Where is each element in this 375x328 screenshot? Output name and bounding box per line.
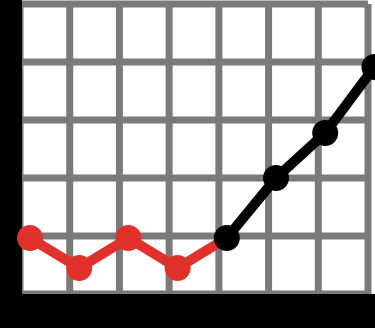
series-line-rising (221, 62, 375, 243)
series-point-declining (66, 255, 93, 281)
series-point-declining (164, 255, 191, 281)
series-point-rising (312, 120, 339, 146)
series-point-rising (213, 225, 240, 251)
chart-series (17, 54, 375, 281)
series-point-rising (361, 54, 375, 80)
series-point-declining (17, 225, 43, 251)
x-axis (0, 294, 375, 328)
series-point-declining (115, 225, 142, 251)
series-point-rising (263, 165, 289, 191)
y-axis (0, 0, 22, 328)
